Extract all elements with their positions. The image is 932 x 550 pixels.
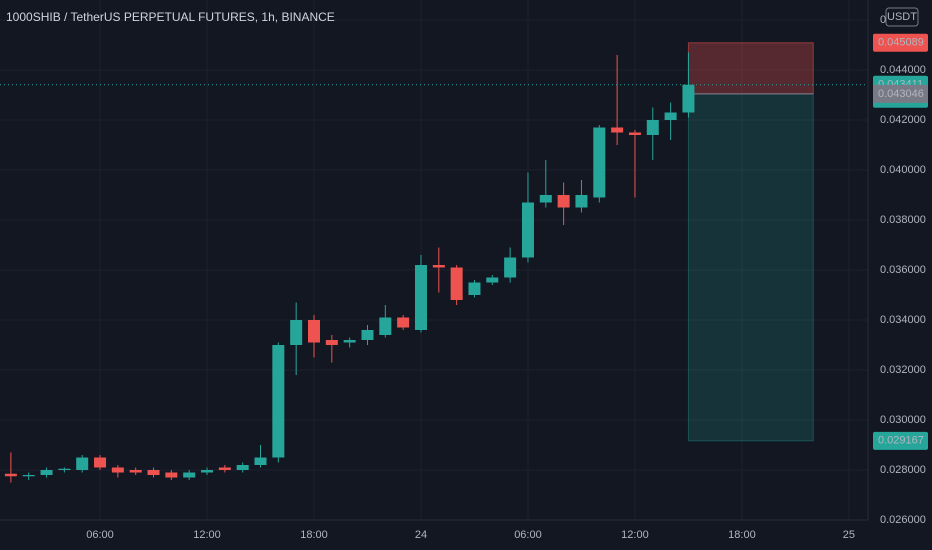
candle-body <box>201 470 214 473</box>
candle-body <box>94 457 107 468</box>
entry-price-tag: 0.043046 <box>878 88 924 100</box>
stop-price-tag: 0.045089 <box>878 37 924 49</box>
candle-body <box>504 257 517 278</box>
candle-body <box>575 195 588 208</box>
candle-body <box>236 465 249 470</box>
candle-body <box>628 132 641 135</box>
x-tick-label: 12:00 <box>621 529 649 541</box>
candle-body <box>664 112 677 120</box>
y-tick-label: 0.030000 <box>880 414 926 426</box>
candle-body <box>611 127 624 133</box>
y-tick-label: 0 <box>880 14 886 26</box>
candle-body <box>486 277 499 283</box>
x-tick-label: 12:00 <box>193 529 221 541</box>
candle-body <box>165 472 178 478</box>
y-tick-label: 0.026000 <box>880 514 926 526</box>
entry-price-tag-bg <box>873 84 928 103</box>
candle-body <box>290 320 303 345</box>
candle-body <box>325 340 338 345</box>
currency-badge-bg <box>885 7 919 27</box>
candle-body <box>111 467 124 473</box>
chart-title: 1000SHIB / TetherUS PERPETUAL FUTURES, 1… <box>6 10 335 24</box>
y-tick-label: 0.034000 <box>880 314 926 326</box>
candle-body <box>450 267 463 300</box>
y-tick-label: 0.042000 <box>880 114 926 126</box>
candle-body <box>593 127 606 198</box>
stop-price-tag-bg <box>873 33 928 52</box>
x-tick-label: 24 <box>415 529 427 541</box>
target-price-tag: 0.029167 <box>878 435 924 447</box>
y-tick-label: 0.028000 <box>880 464 926 476</box>
candle-body <box>129 470 142 473</box>
y-tick-label: 0.036000 <box>880 264 926 276</box>
candle-body <box>343 340 356 343</box>
x-tick-label: 18:00 <box>300 529 328 541</box>
candle-body <box>4 473 17 477</box>
candle-body <box>521 202 534 258</box>
stop-zone <box>687 42 814 95</box>
target-price-tag-bg <box>873 431 928 450</box>
y-tick-label: 0.040000 <box>880 164 926 176</box>
candle-body <box>361 330 374 340</box>
y-tick-label: 0.044000 <box>880 64 926 76</box>
y-tick-label: 0.038000 <box>880 214 926 226</box>
candle-body <box>414 265 427 330</box>
candle-body <box>468 282 481 295</box>
candle-body <box>40 470 53 475</box>
candle-body <box>272 345 285 458</box>
x-tick-label: 06:00 <box>514 529 542 541</box>
candle-body <box>432 265 445 268</box>
candle-body <box>183 472 196 478</box>
candle-body <box>682 84 695 113</box>
grid <box>0 0 868 521</box>
candle-body <box>307 320 320 343</box>
candle-body <box>646 120 659 135</box>
candle-body <box>22 475 35 477</box>
candle-body <box>218 467 231 470</box>
x-tick-label: 06:00 <box>86 529 114 541</box>
candle-body <box>379 317 392 335</box>
x-tick-label: 25 <box>843 529 855 541</box>
candle-body <box>254 457 267 465</box>
y-tick-label: 0.032000 <box>880 364 926 376</box>
candle-body <box>557 195 570 208</box>
candle-body <box>76 457 89 470</box>
candle-body <box>147 470 160 475</box>
currency-badge: USDT <box>887 11 917 23</box>
x-tick-label: 18:00 <box>728 529 756 541</box>
target-zone <box>687 93 814 442</box>
candle-body <box>58 468 71 470</box>
candle-body <box>397 317 410 328</box>
candle-body <box>539 195 552 203</box>
